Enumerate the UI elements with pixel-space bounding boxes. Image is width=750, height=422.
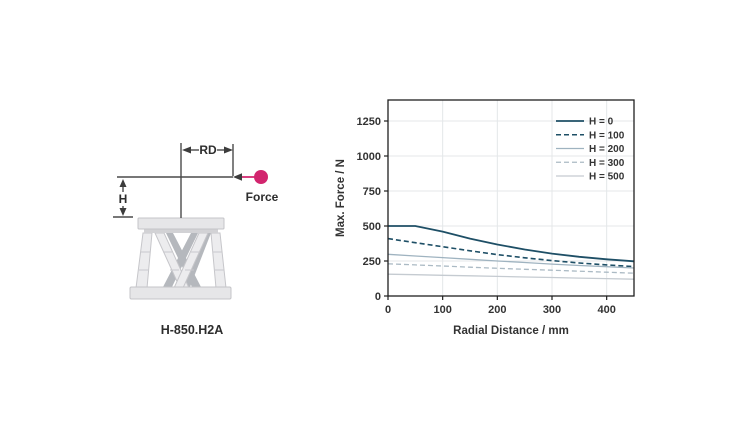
hexapod-strut — [210, 232, 227, 289]
legend-item-label-2: H = 200 — [589, 144, 625, 155]
series-line-2 — [387, 253, 635, 269]
legend-item-label-4: H = 500 — [589, 172, 625, 183]
series-line-1 — [387, 237, 635, 268]
rd-arrow-right-icon — [224, 146, 233, 154]
legend-item-label-1: H = 100 — [589, 130, 625, 141]
series-line-4 — [387, 273, 635, 280]
hexapod-illustration — [129, 217, 232, 300]
y-tick-label: 1000 — [357, 151, 381, 163]
hexapod-top-plate — [137, 217, 225, 230]
rd-arrow-left-icon — [182, 146, 191, 154]
force-chart: 0 100 200 300 400 0 250 500 750 1000 1250 Radial Di… — [335, 99, 635, 337]
y-tick-label: 0 — [375, 291, 381, 303]
y-tick-label: 750 — [363, 186, 381, 198]
x-tick-label: 0 — [385, 304, 391, 316]
series-line-0 — [388, 225, 635, 263]
y-axis-title: Max. Force / N — [335, 159, 347, 237]
plot-border — [387, 99, 635, 297]
force-point-icon — [254, 170, 268, 184]
model-caption: H-850.H2A — [161, 323, 224, 337]
series-line-3 — [387, 263, 635, 274]
hexapod-diagram: RD H Force H-850.H2A — [113, 143, 279, 337]
hexapod-strut — [135, 232, 153, 289]
dimension-arrowheads — [119, 146, 233, 216]
force-label: Force — [246, 190, 279, 204]
x-tick-label: 300 — [543, 304, 561, 316]
h-arrow-up-icon — [119, 179, 127, 187]
rd-dimension-label: RD — [199, 143, 217, 157]
force-arrowhead-icon — [233, 173, 242, 181]
hexapod-base-plate — [129, 286, 232, 300]
legend-item-label-3: H = 300 — [589, 158, 625, 169]
x-axis-title: Radial Distance / mm — [453, 325, 569, 337]
h-dimension-label: H — [119, 192, 128, 206]
y-tick-label: 500 — [363, 221, 381, 233]
h-arrow-down-icon — [119, 208, 127, 216]
x-tick-label: 100 — [433, 304, 451, 316]
hexapod-rear-strut — [163, 233, 198, 287]
legend-item-label-0: H = 0 — [589, 117, 614, 128]
hexapod-top-plate-side — [144, 228, 218, 233]
y-tick-label: 1250 — [357, 116, 381, 128]
hexapod-strut-joints — [139, 251, 224, 271]
x-tick-label: 400 — [597, 304, 615, 316]
x-tick-label: 200 — [488, 304, 506, 316]
y-tick-label: 250 — [363, 256, 381, 268]
